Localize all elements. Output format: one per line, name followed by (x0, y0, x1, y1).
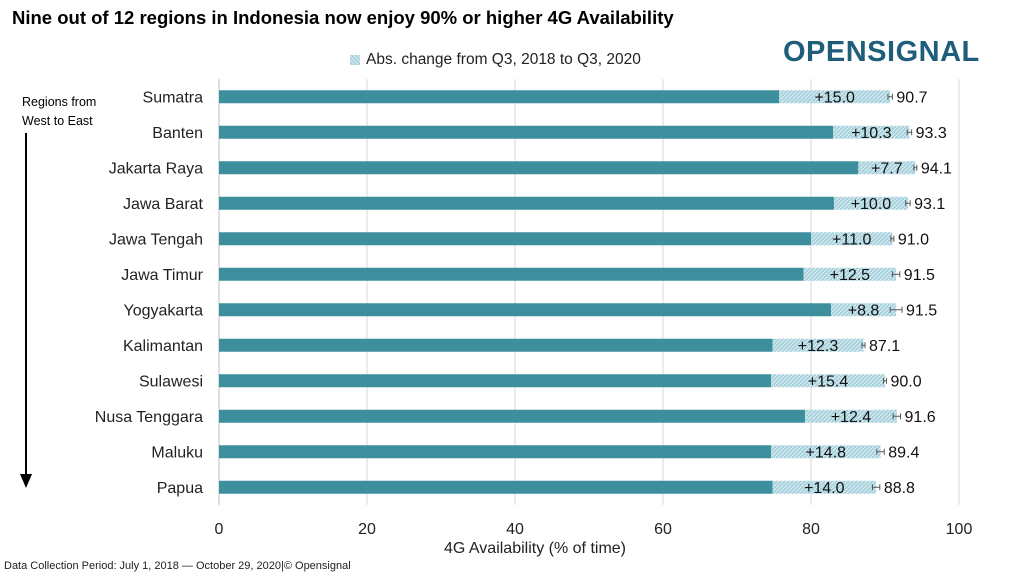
base-bar (219, 409, 806, 423)
change-data-label: +12.4 (831, 409, 872, 426)
change-bar (833, 125, 910, 139)
change-data-label: +14.0 (804, 480, 845, 497)
base-bar (219, 196, 834, 210)
category-label: Jawa Barat (123, 196, 204, 213)
category-label: Jawa Timur (121, 267, 203, 284)
change-data-label: +14.8 (806, 444, 847, 461)
change-bar (772, 338, 864, 352)
base-bar (219, 445, 772, 459)
base-bar (219, 374, 772, 388)
base-bar (219, 161, 859, 175)
down-arrow-icon (20, 474, 32, 488)
total-data-label: 93.3 (916, 125, 947, 142)
opensignal-logo: OPENSIGNAL (783, 36, 980, 68)
x-tick-label: 40 (506, 521, 524, 538)
change-data-label: +10.3 (851, 125, 892, 142)
base-bar (219, 267, 804, 281)
total-data-label: 90.0 (890, 373, 921, 390)
total-data-label: 93.1 (914, 196, 945, 213)
x-tick-label: 100 (946, 521, 973, 538)
change-data-label: +7.7 (871, 160, 903, 177)
change-bar (811, 232, 893, 246)
change-bar (830, 303, 897, 317)
change-data-label: +12.3 (798, 338, 839, 355)
legend-label: Abs. change from Q3, 2018 to Q3, 2020 (366, 51, 641, 68)
category-label: Yogyakarta (124, 302, 204, 319)
change-bar (771, 374, 885, 388)
category-label: Jakarta Raya (109, 160, 203, 177)
base-bar (219, 338, 773, 352)
category-label: Jawa Tengah (109, 231, 203, 248)
change-bar (771, 445, 881, 459)
x-tick-label: 20 (358, 521, 376, 538)
category-label: Sulawesi (139, 373, 203, 390)
change-bar (805, 409, 897, 423)
arrow-label-line2: West to East (22, 114, 93, 128)
total-data-label: 90.7 (896, 89, 927, 106)
total-data-label: 91.5 (906, 302, 937, 319)
change-bar (803, 267, 897, 281)
base-bar (219, 232, 811, 246)
category-label: Banten (152, 125, 203, 142)
change-data-label: +10.0 (851, 196, 892, 213)
change-data-label: +15.4 (808, 373, 849, 390)
change-bar (772, 480, 877, 494)
base-bar (219, 90, 780, 104)
change-bar (833, 196, 908, 210)
category-label: Kalimantan (123, 338, 203, 355)
legend-swatch (350, 55, 360, 65)
total-data-label: 91.0 (898, 231, 929, 248)
base-bar (219, 480, 773, 494)
change-data-label: +8.8 (848, 302, 880, 319)
base-bar (219, 125, 834, 139)
total-data-label: 87.1 (869, 338, 900, 355)
arrow-label-line1: Regions from (22, 95, 97, 109)
category-label: Papua (157, 480, 203, 497)
change-bar (779, 90, 891, 104)
total-data-label: 91.6 (905, 409, 936, 426)
change-bar (858, 161, 916, 175)
category-label: Maluku (151, 444, 203, 461)
category-label: Nusa Tenggara (95, 409, 203, 426)
x-axis-title: 4G Availability (% of time) (444, 540, 626, 557)
base-bar (219, 303, 831, 317)
x-tick-label: 0 (215, 521, 224, 538)
change-data-label: +11.0 (832, 231, 871, 248)
total-data-label: 91.5 (904, 267, 935, 284)
x-tick-label: 60 (654, 521, 672, 538)
x-tick-label: 80 (802, 521, 820, 538)
west-east-arrow-shaft (25, 133, 27, 475)
chart-title: Nine out of 12 regions in Indonesia now … (12, 7, 674, 28)
change-data-label: +15.0 (814, 89, 855, 106)
change-data-label: +12.5 (830, 267, 871, 284)
total-data-label: 89.4 (888, 444, 919, 461)
total-data-label: 88.8 (884, 480, 915, 497)
total-data-label: 94.1 (921, 160, 952, 177)
arrow-label: Regions from West to East (22, 93, 96, 131)
legend: Abs. change from Q3, 2018 to Q3, 2020 (350, 51, 641, 69)
category-label: Sumatra (143, 89, 204, 106)
footer-note: Data Collection Period: July 1, 2018 — O… (4, 560, 351, 572)
